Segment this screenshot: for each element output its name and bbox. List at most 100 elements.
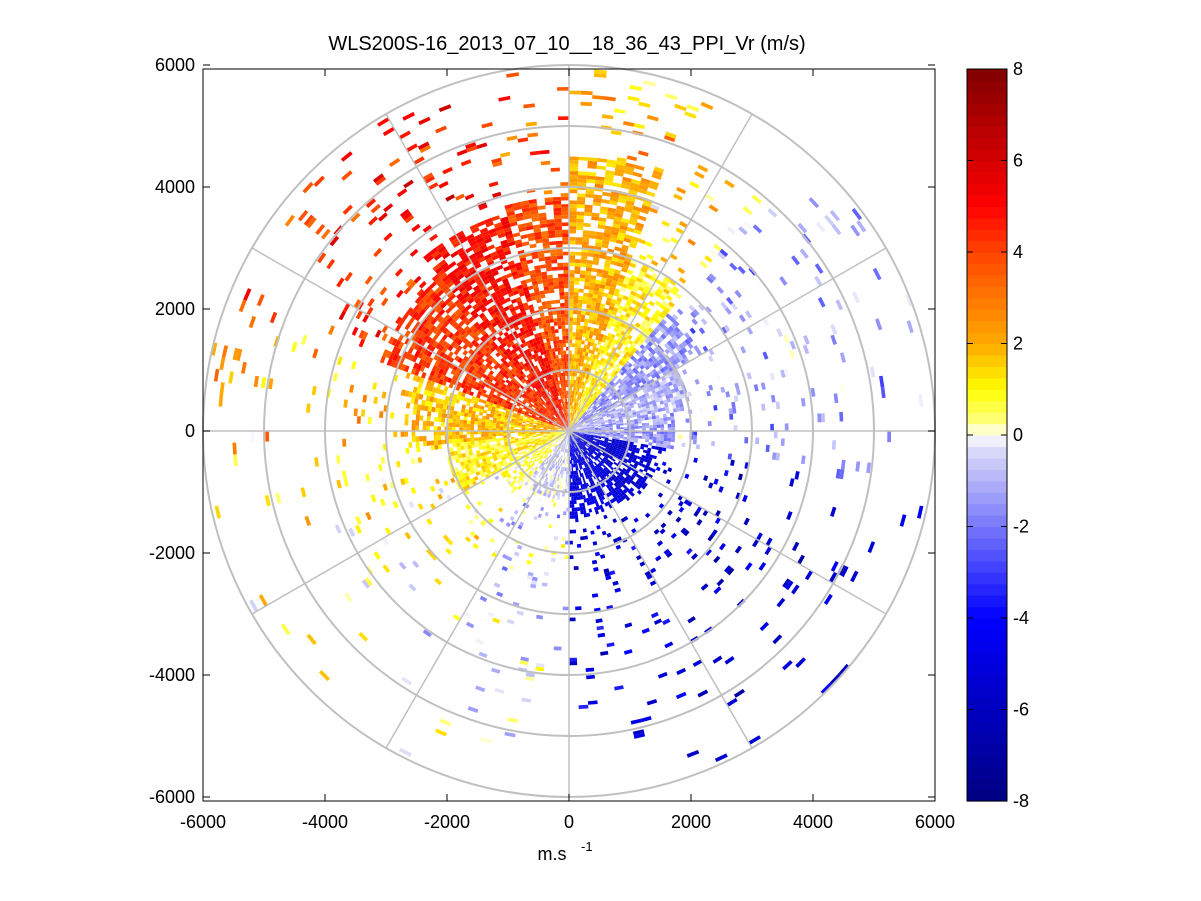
velocity-cell: [667, 427, 672, 431]
velocity-cell: [642, 357, 648, 363]
velocity-cell: [580, 400, 584, 405]
velocity-cell: [574, 423, 578, 427]
velocity-cell: [569, 284, 575, 289]
velocity-cell: [660, 392, 666, 398]
velocity-cell: [653, 405, 658, 410]
velocity-cell: [666, 444, 671, 449]
velocity-cell: [783, 334, 790, 344]
velocity-cell: [571, 425, 575, 429]
velocity-cell: [633, 374, 639, 380]
velocity-cell: [595, 417, 600, 420]
velocity-cell: [830, 334, 837, 345]
velocity-cell: [587, 160, 598, 166]
velocity-cell: [597, 421, 601, 424]
velocity-cell: [638, 425, 643, 429]
velocity-cell: [577, 193, 586, 198]
velocity-cell: [623, 392, 628, 397]
velocity-cell: [617, 403, 622, 407]
velocity-cell: [589, 437, 594, 439]
velocity-cell: [663, 417, 668, 422]
velocity-cell: [587, 431, 591, 433]
velocity-cell: [577, 416, 581, 420]
velocity-cell: [620, 432, 624, 435]
velocity-cell: [592, 346, 597, 351]
velocity-cell: [726, 226, 736, 235]
velocity-cell: [579, 428, 584, 430]
velocity-cell: [586, 425, 591, 428]
velocity-cell: [627, 367, 633, 373]
velocity-cell: [603, 96, 616, 102]
velocity-cell: [570, 485, 574, 490]
velocity-cell: [769, 372, 775, 381]
velocity-cell: [628, 446, 633, 450]
velocity-cell: [638, 435, 642, 439]
velocity-cell: [580, 270, 586, 275]
velocity-cell: [570, 390, 572, 395]
velocity-cell: [583, 398, 587, 402]
velocity-cell: [659, 327, 666, 334]
velocity-cell: [626, 285, 633, 291]
velocity-cell: [485, 439, 490, 443]
velocity-cell: [693, 345, 700, 352]
velocity-cell: [645, 425, 650, 429]
velocity-cell: [666, 386, 671, 392]
velocity-cell: [779, 276, 788, 286]
velocity-cell: [640, 412, 645, 416]
velocity-cell: [595, 302, 601, 307]
velocity-cell: [571, 343, 576, 347]
velocity-cell: [615, 164, 626, 170]
velocity-cell: [576, 215, 585, 220]
velocity-cell: [575, 240, 583, 245]
velocity-cell: [618, 384, 623, 389]
velocity-cell: [641, 263, 650, 270]
velocity-cell: [654, 387, 660, 393]
velocity-cell: [574, 413, 576, 418]
velocity-cell: [606, 278, 613, 284]
velocity-cell: [583, 322, 589, 327]
velocity-cell: [633, 229, 642, 235]
velocity-cell: [580, 347, 584, 352]
velocity-cell: [638, 324, 645, 331]
velocity-cell: [638, 215, 647, 222]
velocity-cell: [660, 256, 668, 263]
velocity-cell: [576, 384, 579, 388]
velocity-cell: [477, 437, 482, 441]
velocity-cell: [569, 317, 573, 322]
velocity-cell: [592, 362, 597, 367]
velocity-cell: [411, 425, 416, 431]
velocity-cell: [652, 169, 663, 177]
velocity-cell: [578, 416, 581, 420]
velocity-cell: [603, 395, 608, 400]
velocity-cell: [652, 439, 657, 444]
velocity-cell: [629, 186, 639, 192]
velocity-cell: [627, 297, 634, 303]
velocity-cell: [580, 263, 587, 268]
velocity-cell: [611, 354, 616, 360]
velocity-cell: [613, 108, 626, 114]
velocity-cell: [426, 440, 431, 446]
velocity-cell: [569, 255, 576, 260]
velocity-cell: [610, 234, 618, 240]
velocity-cell: [632, 401, 637, 405]
velocity-cell: [623, 358, 628, 364]
velocity-cell: [665, 285, 673, 292]
velocity-cell: [613, 413, 618, 417]
velocity-cell: [694, 171, 705, 179]
velocity-cell: [569, 657, 577, 662]
velocity-cell: [591, 394, 595, 399]
velocity-cell: [474, 443, 479, 448]
velocity-cell: [574, 402, 577, 407]
velocity-cell: [664, 135, 676, 143]
velocity-cell: [578, 412, 582, 416]
velocity-cell: [627, 408, 632, 412]
velocity-cell: [452, 435, 456, 440]
velocity-cell: [628, 448, 633, 452]
velocity-cell: [620, 286, 627, 292]
velocity-cell: [639, 398, 644, 403]
velocity-cell: [711, 441, 715, 447]
velocity-cell: [641, 279, 648, 286]
velocity-cell: [761, 403, 766, 411]
velocity-cell: [625, 253, 633, 259]
velocity-cell: [603, 376, 608, 381]
velocity-cell: [665, 394, 670, 400]
